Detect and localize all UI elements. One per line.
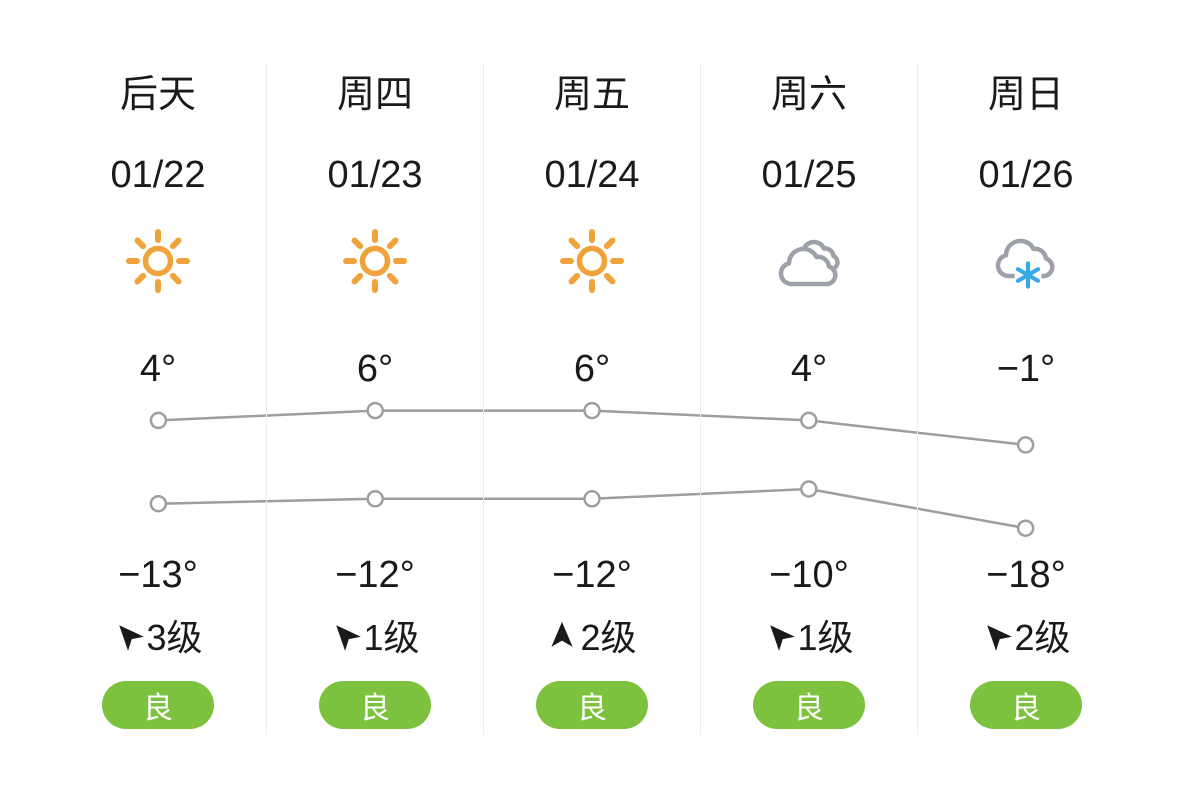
day-date: 01/26 [978, 154, 1074, 196]
wind-arrow-north-icon [547, 620, 577, 650]
wind-arrow-northwest-icon [981, 620, 1013, 651]
low-temp-label: −18° [986, 554, 1066, 596]
aqi-badge: 良 [753, 681, 865, 729]
day-column[interactable]: 周六 01/25 4° −10° 1级 良 [700, 63, 917, 735]
aqi-badge: 良 [536, 681, 648, 729]
aqi-badge: 良 [970, 681, 1082, 729]
day-name: 周六 [770, 74, 847, 116]
sunny-icon [554, 223, 630, 299]
low-temp-label: −13° [118, 554, 198, 596]
wind-info: 1级 [330, 617, 420, 658]
wind-info: 3级 [113, 617, 203, 658]
aqi-badge: 良 [102, 681, 214, 729]
sunny-icon [337, 223, 413, 299]
high-temp-label: −1° [996, 348, 1056, 390]
snow-icon [988, 223, 1064, 299]
high-temp-label: 4° [790, 348, 828, 390]
day-date: 01/22 [110, 154, 206, 196]
day-column[interactable]: 周五 01/24 6° −12° 2级 良 [483, 63, 700, 735]
day-column[interactable]: 周四 01/23 6° −12° 1级 良 [266, 63, 483, 735]
low-temp-label: −12° [552, 554, 632, 596]
wind-arrow-northwest-icon [113, 620, 145, 651]
high-temp-label: 4° [139, 348, 177, 390]
low-temp-label: −12° [335, 554, 415, 596]
day-date: 01/25 [761, 154, 857, 196]
wind-info: 1级 [764, 617, 854, 658]
chart-gap [267, 389, 483, 555]
wind-level-label: 1级 [797, 617, 854, 658]
chart-gap [918, 389, 1134, 555]
cloudy-icon [771, 223, 847, 299]
wind-level-label: 3级 [146, 617, 203, 658]
day-date: 01/24 [544, 154, 640, 196]
wind-level-label: 1级 [363, 617, 420, 658]
day-name: 后天 [119, 74, 196, 116]
wind-level-label: 2级 [580, 617, 637, 658]
sunny-icon [120, 223, 196, 299]
day-column[interactable]: 后天 01/22 4° −13° 3级 良 [50, 63, 266, 735]
day-column[interactable]: 周日 01/26 −1° −18° 2级 良 [917, 63, 1134, 735]
day-name: 周日 [987, 74, 1064, 116]
chart-gap [701, 389, 917, 555]
low-temp-label: −10° [769, 554, 849, 596]
chart-gap [484, 389, 700, 555]
wind-level-label: 2级 [1014, 617, 1071, 658]
high-temp-label: 6° [356, 348, 394, 390]
chart-gap [50, 389, 266, 555]
day-date: 01/23 [327, 154, 423, 196]
high-temp-label: 6° [573, 348, 611, 390]
day-name: 周四 [336, 74, 413, 116]
wind-arrow-northwest-icon [764, 620, 796, 651]
day-name: 周五 [553, 74, 630, 116]
wind-info: 2级 [547, 617, 637, 658]
wind-arrow-northwest-icon [330, 620, 362, 651]
forecast-columns: 后天 01/22 4° −13° 3级 良 周四 01/23 6° −12° 1… [50, 63, 1134, 735]
wind-info: 2级 [981, 617, 1071, 658]
aqi-badge: 良 [319, 681, 431, 729]
